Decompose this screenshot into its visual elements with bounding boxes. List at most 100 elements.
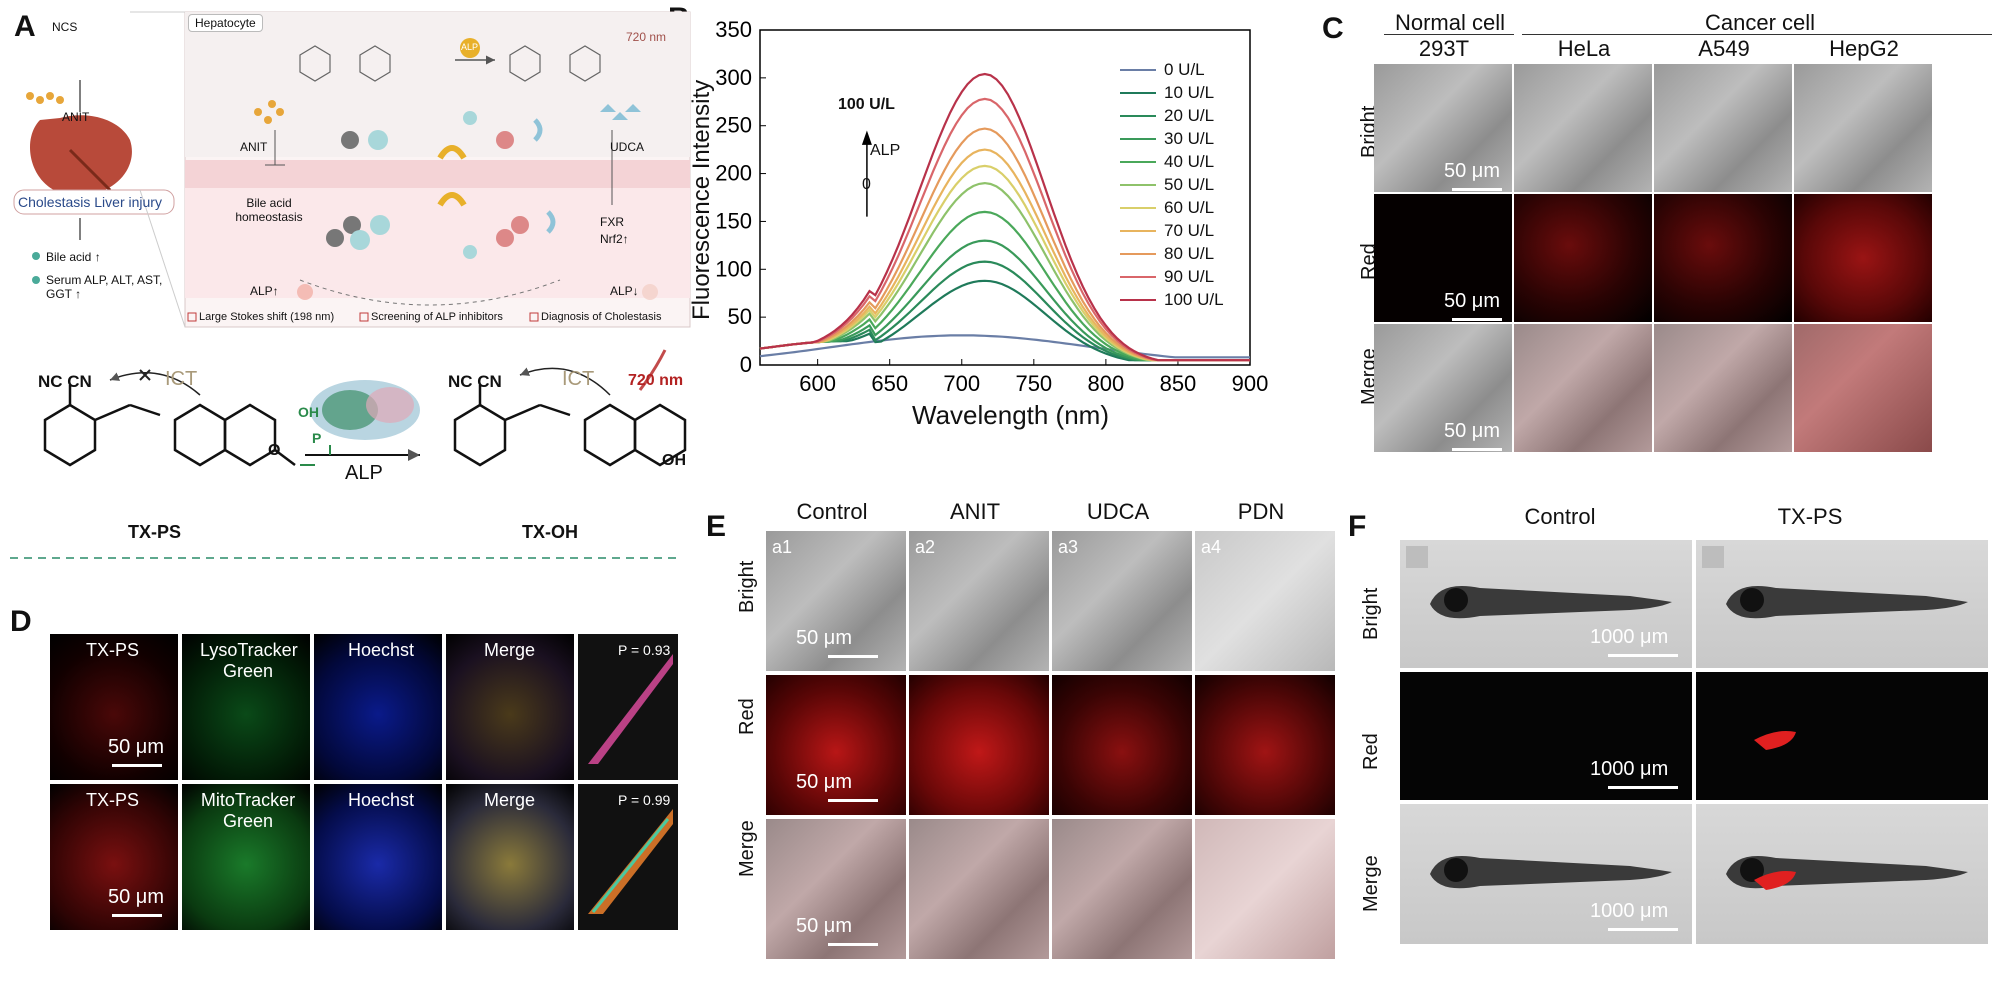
e-merge-anit [909,819,1049,959]
x-tick-label: 750 [1015,371,1052,396]
alp-up-label: ALP↑ [250,284,279,298]
f-bright-control: 1000 μm [1400,540,1692,668]
series-line [759,334,1250,359]
legend-label: 0 U/L [1164,59,1205,79]
legend-item: 50 U/L [1120,173,1224,196]
legend-swatch [1120,183,1156,186]
legend-swatch [1120,68,1156,71]
y-tick-label: 350 [715,20,752,42]
c-bright-293t: 50 μm [1374,64,1512,192]
panel-e: Control ANIT UDCA PDN Bright Red Merge a… [730,495,1340,985]
legend-swatch [1120,206,1156,209]
f-row-merge: Merge [1360,855,1382,912]
x-tick-label: 700 [943,371,980,396]
p-label: P [312,430,322,446]
panel-letter-f: F [1348,510,1367,543]
col-293t: 293T [1418,36,1470,61]
f-bright-txps [1696,540,1988,668]
alp-arrow-label: ALP [345,462,383,484]
f-red-control: 1000 μm [1400,672,1692,800]
cancer-cell-rule [1522,34,1992,35]
legend-swatch [1120,229,1156,232]
fxr-label: FXR [600,215,624,229]
feature-stokes: Large Stokes shift (198 nm) [199,311,335,323]
ict-left: ICT [165,368,198,390]
chart-ylabel: Fluorescence Intensity [688,79,715,320]
e-bright-anit: a2 [909,531,1049,671]
e-bright-udca: a3 [1052,531,1192,671]
f-col-txps: TX-PS [1777,504,1843,529]
c-merge-hepg2 [1794,324,1932,452]
legend-label: 20 U/L [1164,105,1215,125]
e-row-merge: Merge [736,820,758,877]
anit-label-left: ANIT [62,110,90,124]
d-hoechst-2: Hoechst [314,784,442,930]
c-bright-hela [1514,64,1652,192]
legend-label: 30 U/L [1164,128,1215,148]
f-merge-txps [1696,804,1988,944]
oh-product: OH [662,452,686,469]
f-col-control: Control [1524,504,1596,529]
d-hoechst-1: Hoechst [314,634,442,780]
plot-frame [759,29,1251,366]
legend-item: 40 U/L [1120,150,1224,173]
normal-cell-label: Normal cell [1394,10,1506,35]
c-red-hepg2 [1794,194,1932,322]
fluorescence-chart: 600 650 700 750 800 850 900 0 50 100 150 200 250 300 3… [715,17,1269,396]
arrow-label-top: 100 U/L [838,96,895,113]
bullet-bile-acid: Bile acid ↑ [46,250,101,264]
legend-label: 70 U/L [1164,220,1215,240]
bile-acid-label: Bile acid homeostasis [235,196,303,224]
e-bright-control: a1 50 μm [766,531,906,671]
y-tick-label: 50 [728,304,752,329]
f-row-red: Red [1360,733,1382,770]
e-merge-control: 50 μm [766,819,906,959]
panel-letter-e: E [706,510,727,543]
d-lysotracker: LysoTracker Green [182,634,310,780]
legend-item: 20 U/L [1120,104,1224,127]
e-red-anit [909,675,1049,815]
e-red-control: 50 μm [766,675,906,815]
chart-legend: 0 U/L 10 U/L 20 U/L 30 U/L 40 U/L 50 U/L 60 U/… [1120,58,1224,311]
legend-label: 60 U/L [1164,197,1215,217]
col-hela: HeLa [1557,36,1611,61]
c-bright-a549 [1654,64,1792,192]
panel-b-chart: 600 650 700 750 800 850 900 0 50 100 150 200 250 300 3… [688,17,1290,440]
e-row-bright: Bright [736,560,758,613]
ncs-label: NCS [52,20,78,34]
y-tick-label: 300 [715,65,752,90]
panel-letter-c: C [1322,12,1344,45]
nc-cn-left: NC CN [38,372,92,391]
ict-right: ICT [562,368,595,390]
y-tick-label: 250 [715,113,752,138]
nc-cn-right: NC CN [448,372,502,391]
feature-diagnosis: Diagnosis of Cholestasis [541,311,662,323]
e-col-udca: UDCA [1086,499,1150,524]
legend-item: 90 U/L [1120,265,1224,288]
f-row-bright: Bright [1360,587,1382,640]
cancer-cell-label: Cancer cell [1704,10,1816,35]
legend-swatch [1120,275,1156,278]
legend-item: 60 U/L [1120,196,1224,219]
x-tick-label: 600 [799,371,836,396]
x-tick-label: 900 [1232,371,1269,396]
alp-badge: ALP [461,42,479,52]
x-tick-label: 850 [1160,371,1197,396]
c-red-293t: 50 μm [1374,194,1512,322]
legend-item: 80 U/L [1120,242,1224,265]
y-tick-label: 0 [740,352,752,377]
d-txps-lyso: TX-PS 50 μm [50,634,178,780]
arrow-label-alp: ALP [870,142,901,159]
d-merge-2: Merge [446,784,574,930]
legend-swatch [1120,137,1156,140]
legend-label: 80 U/L [1164,243,1215,263]
y-tick-label: 100 [715,256,752,281]
udca-label: UDCA [610,140,645,154]
d-colocalization-2: P = 0.99 [578,784,678,930]
panel-d: TX-PS 50 μm LysoTracker Green Hoechst Me… [40,634,680,934]
e-merge-pdn [1195,819,1335,959]
d-colocalization-1: P = 0.93 [578,634,678,780]
col-hepg2: HepG2 [1829,36,1899,61]
legend-swatch [1120,91,1156,94]
legend-item: 70 U/L [1120,219,1224,242]
